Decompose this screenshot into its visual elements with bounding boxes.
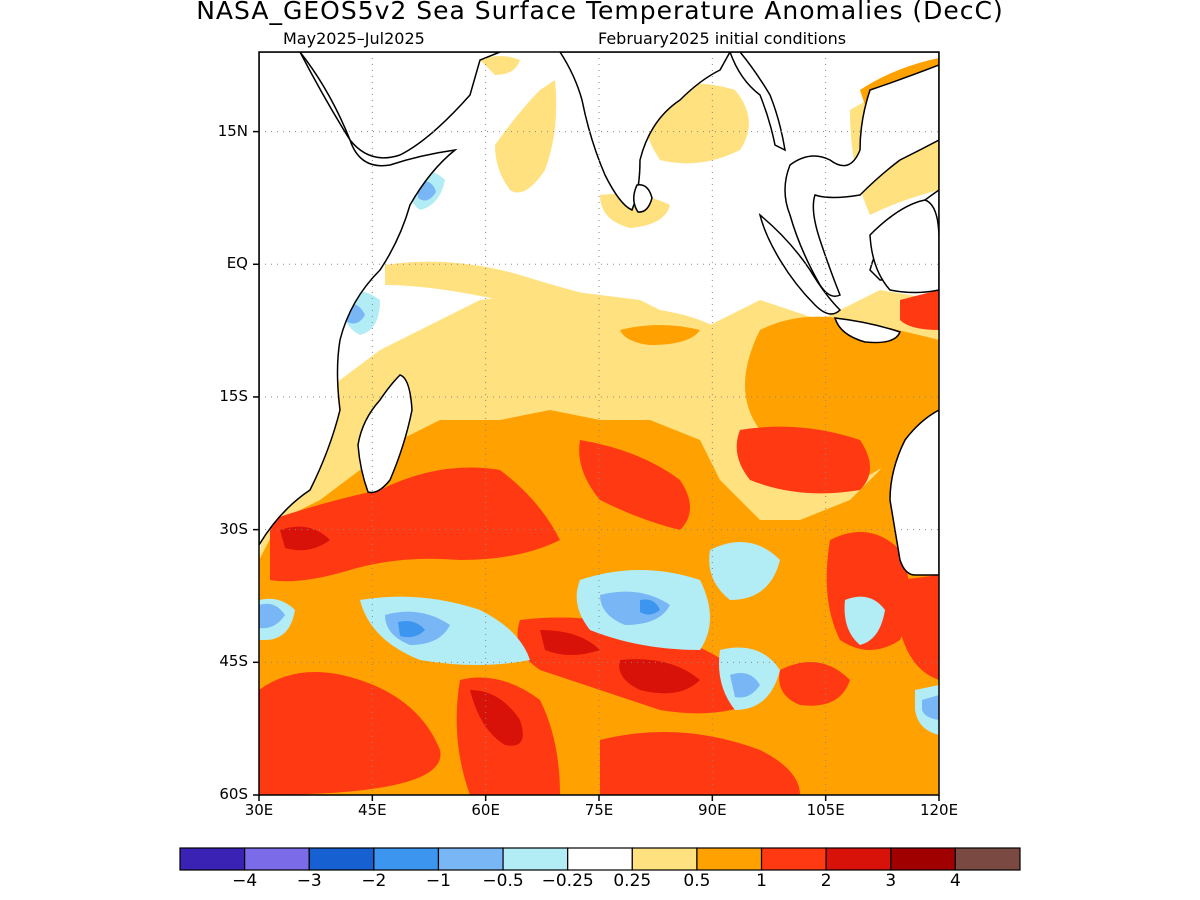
longitude-tick-label: 30E [244, 801, 274, 819]
longitude-tick-label: 105E [806, 801, 845, 819]
africa-arabia-coast [259, 52, 501, 159]
anomaly-region-moderate-warm [620, 325, 700, 345]
anomaly-region-moderate-cool [259, 603, 285, 629]
colorbar-swatch [954, 847, 1021, 871]
latitude-tick-label: 45S [219, 652, 248, 671]
colorbar-swatch [631, 847, 698, 871]
latitude-tick-label: 60S [219, 785, 248, 803]
colorbar-swatch [308, 847, 375, 871]
anomaly-region-strong-warm [600, 732, 800, 795]
colorbar-label: −3 [296, 871, 322, 891]
java [833, 317, 901, 344]
anomaly-region-very-strong-warm [280, 526, 330, 551]
anomaly-region-strong-cool [398, 621, 425, 638]
latitude-tick-label: 15N [217, 121, 248, 140]
initial-conditions: February2025 initial conditions [598, 29, 847, 48]
anomaly-region-weak-cool [709, 542, 780, 600]
colorbar-swatch [437, 847, 504, 871]
colorbar-label: 0.5 [683, 871, 711, 891]
india [559, 52, 731, 211]
colorbar-label: −2 [361, 871, 387, 891]
longitude-tick-label: 60E [471, 801, 500, 819]
anomaly-region-strong-warm [270, 467, 560, 582]
africa-east-coast [259, 52, 458, 547]
anomaly-region-strong-warm [779, 662, 850, 706]
anomaly-region-strong-warm [259, 672, 441, 795]
anomaly-region-very-strong-warm [540, 630, 600, 655]
latitude-tick-label: 30S [219, 519, 248, 538]
sri-lanka [633, 184, 653, 213]
longitude-tick-label: 45E [358, 801, 387, 819]
anomaly-region-moderate-cool [600, 591, 670, 625]
colorbar-label: 0.25 [613, 871, 652, 891]
anomaly-region-strong-warm [900, 290, 939, 330]
latitude-tick-label: EQ [226, 254, 248, 273]
colorbar-swatch [567, 847, 633, 871]
colorbar-label: −1 [425, 871, 451, 891]
forecast-period: May2025–Jul2025 [283, 29, 425, 48]
anomaly-region-very-strong-warm [470, 690, 523, 746]
australia [889, 409, 939, 576]
latitude-tick-label: 15S [219, 386, 248, 405]
colorbar-swatch [502, 847, 569, 871]
axis-ticks [253, 130, 940, 801]
anomaly-region-moderate-cool [730, 672, 760, 698]
colorbar-label: 3 [885, 871, 897, 891]
anomaly-region-weak-cool [844, 596, 885, 645]
borneo [869, 199, 939, 294]
colorbar-swatch [696, 847, 763, 871]
colorbar-label: 2 [820, 871, 832, 891]
colorbar-label: −4 [232, 871, 258, 891]
anomaly-region-weak-warm [495, 80, 557, 193]
anomaly-region-strong-warm [579, 440, 690, 530]
colorbar-label: −0.25 [541, 871, 594, 891]
longitude-tick-label: 90E [698, 801, 727, 819]
longitude-tick-label: 120E [919, 801, 959, 819]
colorbar-label: −0.5 [482, 871, 524, 891]
colorbar-swatch [244, 847, 310, 871]
anomaly-region-strong-cool [640, 599, 660, 615]
madagascar [357, 374, 413, 494]
anomaly-region-strong-warm [736, 426, 870, 494]
anomaly-region-weak-warm [480, 56, 520, 75]
colorbar-swatch [825, 847, 892, 871]
anomaly-region-weak-warm [600, 193, 670, 228]
colorbar-label: 4 [949, 871, 961, 891]
anomaly-region-moderate-cool [922, 695, 939, 720]
colorbar-swatch [760, 847, 827, 871]
colorbar-label: 1 [756, 871, 767, 891]
colorbar-swatch [179, 847, 246, 871]
anomaly-region-strong-warm [900, 575, 939, 680]
longitude-tick-label: 75E [584, 801, 614, 819]
anomaly-region-very-strong-warm [619, 659, 700, 694]
colorbar-swatch [890, 847, 956, 871]
colorbar-swatch [373, 847, 440, 871]
map-title: NASA_GEOS5v2 Sea Surface Temperature Ano… [196, 0, 1004, 25]
